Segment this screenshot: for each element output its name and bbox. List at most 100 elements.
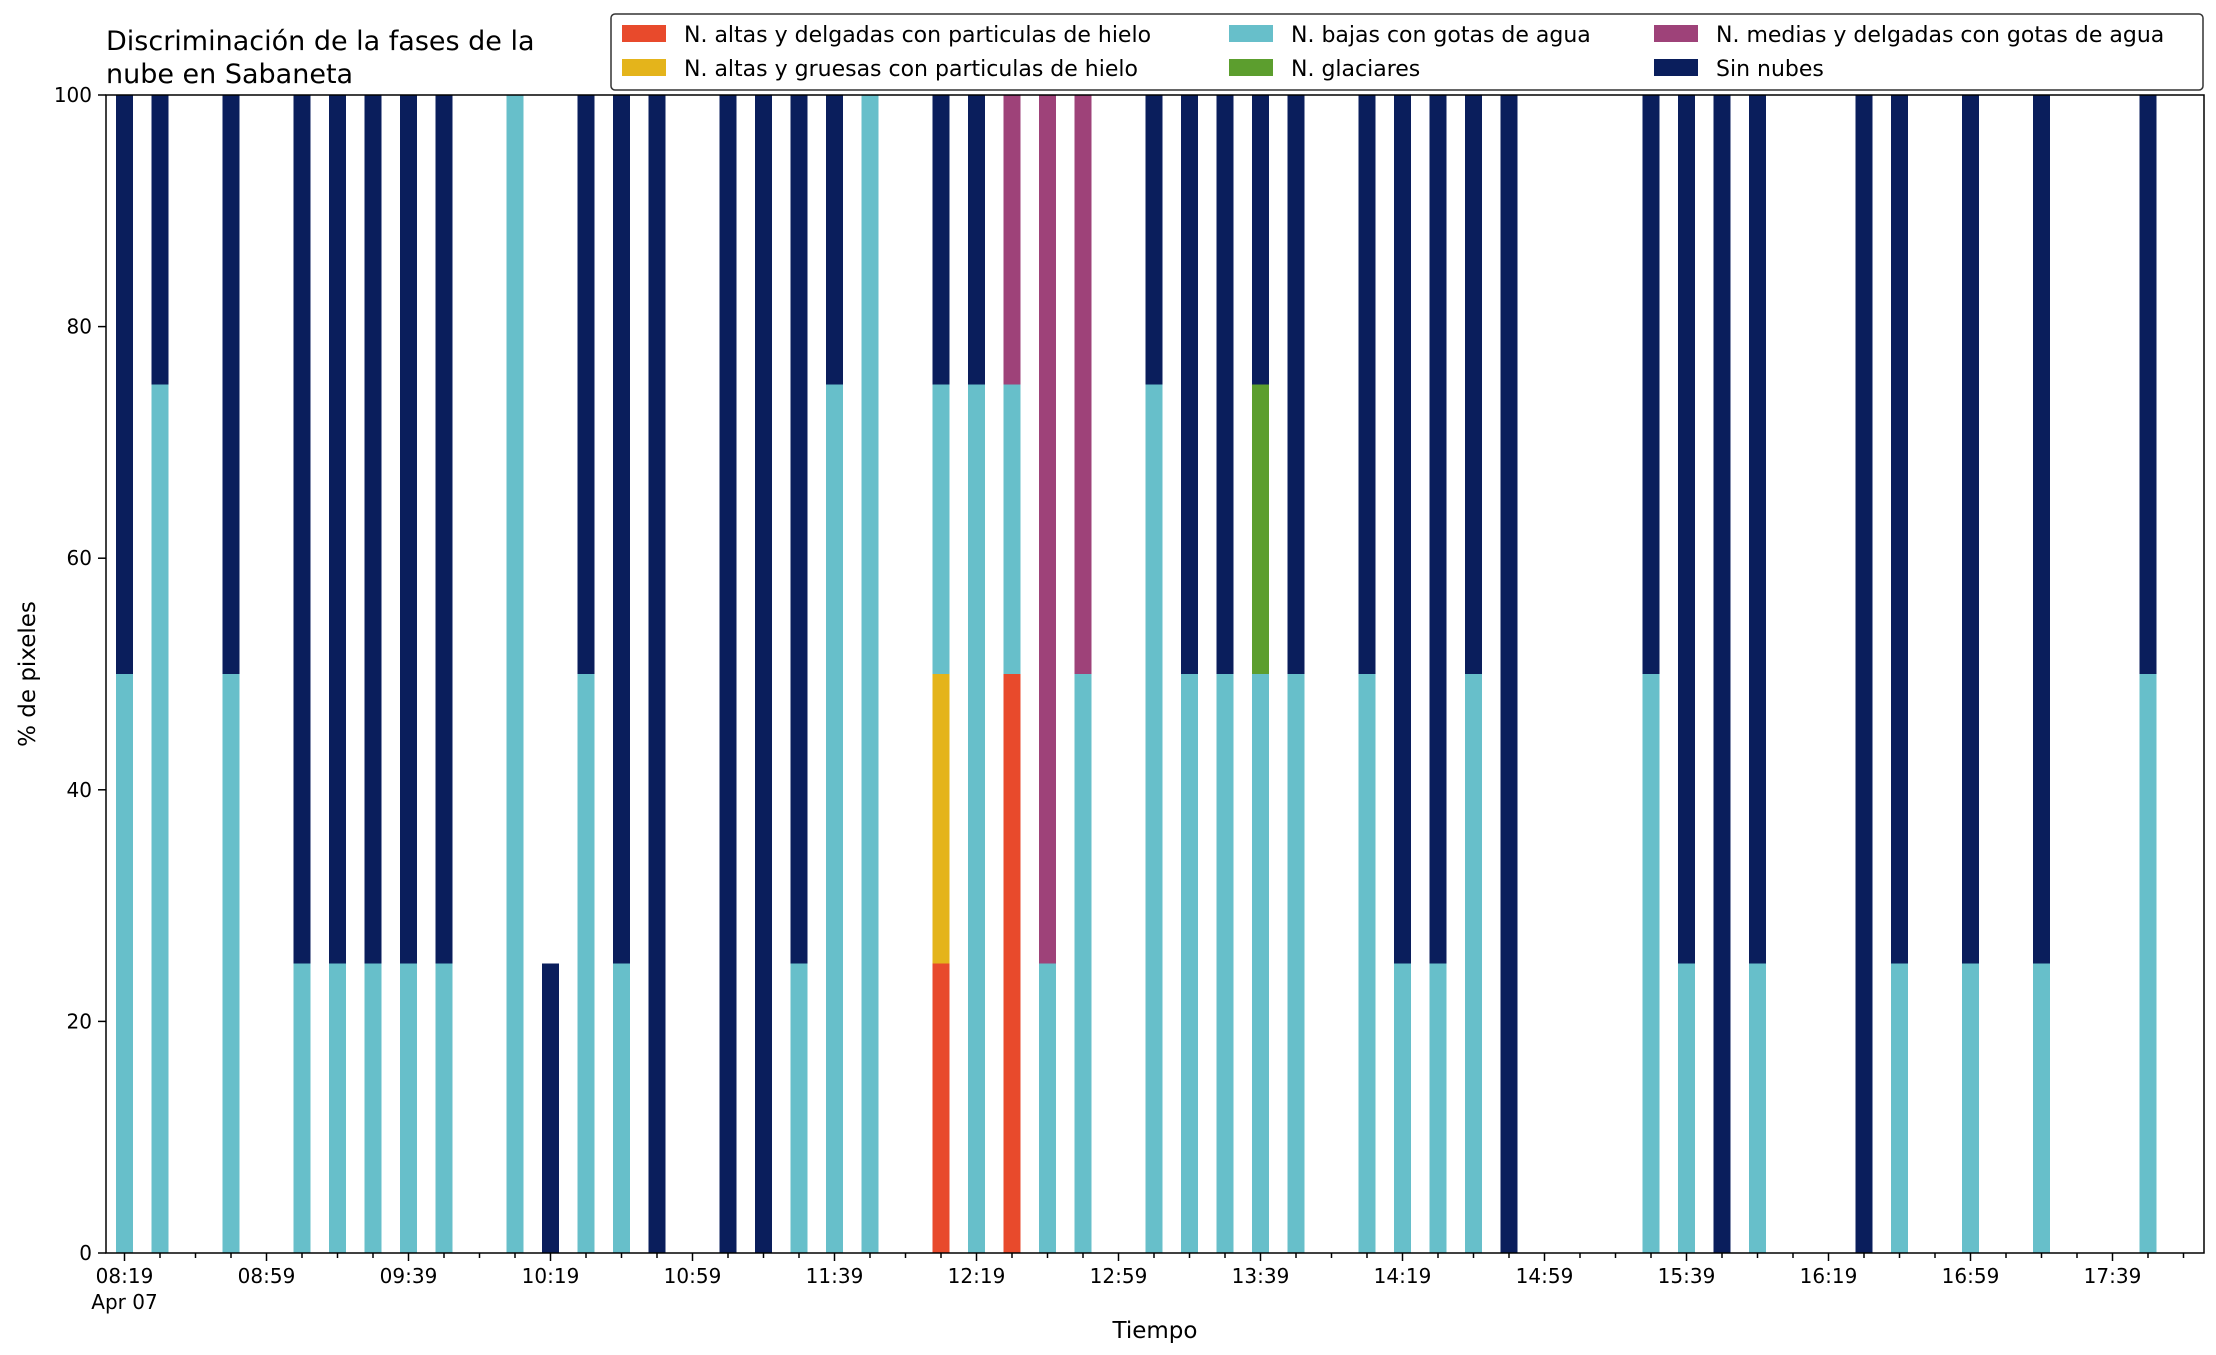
- y-axis-label: % de pixeles: [15, 601, 41, 747]
- x-tick-label: 16:59: [1942, 1264, 2000, 1288]
- bar-segment-1349-series-2: [1287, 674, 1305, 1253]
- chart-title-line-1: Discriminación de la fases de la: [106, 26, 535, 57]
- y-axis: 0 20 40 60 80 100: [54, 83, 106, 1265]
- bar-segment-0949-series-2: [435, 963, 453, 1253]
- bar-segment-1339-series-2: [1252, 674, 1269, 1253]
- bar-segment-1219-series-2: [968, 384, 985, 1253]
- bar-segment-1639-series-2: [1891, 963, 1908, 1253]
- bars-layer: [116, 95, 2157, 1253]
- bar-segment-1039-series-5: [613, 95, 630, 964]
- x-tick-label: 12:59: [1090, 1264, 1148, 1288]
- bar-segment-1039-series-2: [613, 963, 630, 1253]
- bar-segment-1139-series-2: [826, 384, 843, 1253]
- x-tick-label: 08:59: [238, 1264, 296, 1288]
- bar-segment-1319-series-2: [1181, 674, 1198, 1253]
- bar-segment-0919-series-5: [329, 95, 346, 964]
- bar-segment-1339-series-5: [1252, 95, 1269, 385]
- bar-segment-1229-series-0: [1003, 674, 1021, 1253]
- bar-segment-1339-series-3: [1252, 384, 1269, 674]
- bar-segment-0929-series-2: [364, 963, 382, 1253]
- bar-segment-1429-series-2: [1429, 963, 1447, 1253]
- legend-swatch: [1229, 25, 1273, 42]
- x-tick-label: 15:39: [1658, 1264, 1716, 1288]
- bar-segment-1419-series-2: [1394, 963, 1411, 1253]
- chart-title-line-2: nube en Sabaneta: [106, 59, 353, 90]
- legend-swatch: [622, 25, 666, 42]
- x-tick-label: 13:39: [1232, 1264, 1290, 1288]
- bar-segment-1309-series-5: [1145, 95, 1163, 385]
- bar-segment-1149-series-2: [861, 95, 879, 1253]
- legend-swatch: [1654, 59, 1698, 76]
- legend-item: N. medias y delgadas con gotas de agua: [1654, 23, 2164, 48]
- y-tick-label: 80: [67, 315, 92, 339]
- bar-segment-1329-series-5: [1216, 95, 1234, 674]
- bar-segment-1529-series-2: [1642, 674, 1660, 1253]
- y-tick-label: 40: [67, 778, 92, 802]
- legend-item: Sin nubes: [1654, 57, 1824, 82]
- x-tick-label: 14:59: [1516, 1264, 1574, 1288]
- bar-segment-1659-series-2: [1962, 963, 1979, 1253]
- bar-segment-1209-series-5: [932, 95, 950, 385]
- bar-segment-1749-series-5: [2139, 95, 2157, 674]
- chart-title: Discriminación de la fases de la nube en…: [106, 26, 535, 90]
- bar-segment-1229-series-2: [1003, 384, 1021, 674]
- bar-segment-1539-series-5: [1678, 95, 1695, 964]
- legend: N. altas y delgadas con particulas de hi…: [610, 13, 2204, 91]
- bar-segment-1209-series-1: [932, 674, 950, 964]
- bar-segment-0829-series-2: [151, 384, 169, 1253]
- bar-segment-0919-series-2: [329, 963, 346, 1253]
- bar-segment-0939-series-5: [400, 95, 417, 964]
- legend-label: N. medias y delgadas con gotas de agua: [1716, 23, 2164, 48]
- x-tick-label: 17:39: [2084, 1264, 2142, 1288]
- bar-segment-1319-series-5: [1181, 95, 1198, 674]
- bar-segment-1049-series-5: [648, 95, 666, 1253]
- legend-swatch: [1229, 59, 1273, 76]
- x-axis-label: Tiempo: [1112, 1318, 1198, 1344]
- bar-segment-1129-series-2: [790, 963, 808, 1253]
- bar-segment-1119-series-5: [755, 95, 772, 1253]
- bar-segment-1529-series-5: [1642, 95, 1660, 674]
- bar-segment-1749-series-2: [2139, 674, 2157, 1253]
- bar-segment-1009-series-2: [506, 95, 524, 1253]
- x-tick-label: 09:39: [380, 1264, 438, 1288]
- legend-item: N. altas y delgadas con particulas de hi…: [622, 23, 1151, 48]
- bar-segment-1209-series-2: [932, 384, 950, 674]
- bar-segment-0849-series-5: [222, 95, 240, 674]
- legend-item: N. bajas con gotas de agua: [1229, 23, 1591, 48]
- x-tick-label: 10:59: [664, 1264, 722, 1288]
- bar-segment-1719-series-2: [2033, 963, 2050, 1253]
- bar-segment-1229-series-4: [1003, 95, 1021, 385]
- bar-segment-1439-series-2: [1465, 674, 1482, 1253]
- legend-label: N. bajas con gotas de agua: [1291, 23, 1591, 48]
- bar-segment-1429-series-5: [1429, 95, 1447, 964]
- bar-segment-1249-series-2: [1074, 674, 1092, 1253]
- y-tick-label: 100: [54, 83, 92, 107]
- x-tick-label: 11:39: [806, 1264, 864, 1288]
- bar-segment-1139-series-5: [826, 95, 843, 385]
- legend-item: N. glaciares: [1229, 57, 1420, 82]
- bar-segment-1209-series-0: [932, 963, 950, 1253]
- legend-label: N. glaciares: [1291, 57, 1420, 82]
- bar-segment-0849-series-2: [222, 674, 240, 1253]
- bar-segment-1109-series-5: [719, 95, 737, 1253]
- bar-segment-0909-series-2: [293, 963, 311, 1253]
- bar-segment-1449-series-5: [1500, 95, 1518, 1253]
- bar-segment-0819-series-5: [116, 95, 133, 674]
- bar-segment-1539-series-2: [1678, 963, 1695, 1253]
- bar-segment-1559-series-2: [1749, 963, 1766, 1253]
- bar-segment-1419-series-5: [1394, 95, 1411, 964]
- bar-segment-0929-series-5: [364, 95, 382, 964]
- x-axis: 08:19 08:59 09:39 10:19 10:59 11:39 12:19 12:59…: [91, 1253, 2185, 1314]
- y-tick-label: 20: [67, 1009, 92, 1033]
- bar-segment-0939-series-2: [400, 963, 417, 1253]
- legend-label: Sin nubes: [1716, 57, 1824, 82]
- bar-segment-1309-series-2: [1145, 384, 1163, 1253]
- legend-swatch: [622, 59, 666, 76]
- bar-segment-1659-series-5: [1962, 95, 1979, 964]
- bar-segment-1239-series-4: [1039, 95, 1056, 964]
- legend-box: [610, 13, 2204, 91]
- bar-segment-1329-series-2: [1216, 674, 1234, 1253]
- y-tick-label: 60: [67, 546, 92, 570]
